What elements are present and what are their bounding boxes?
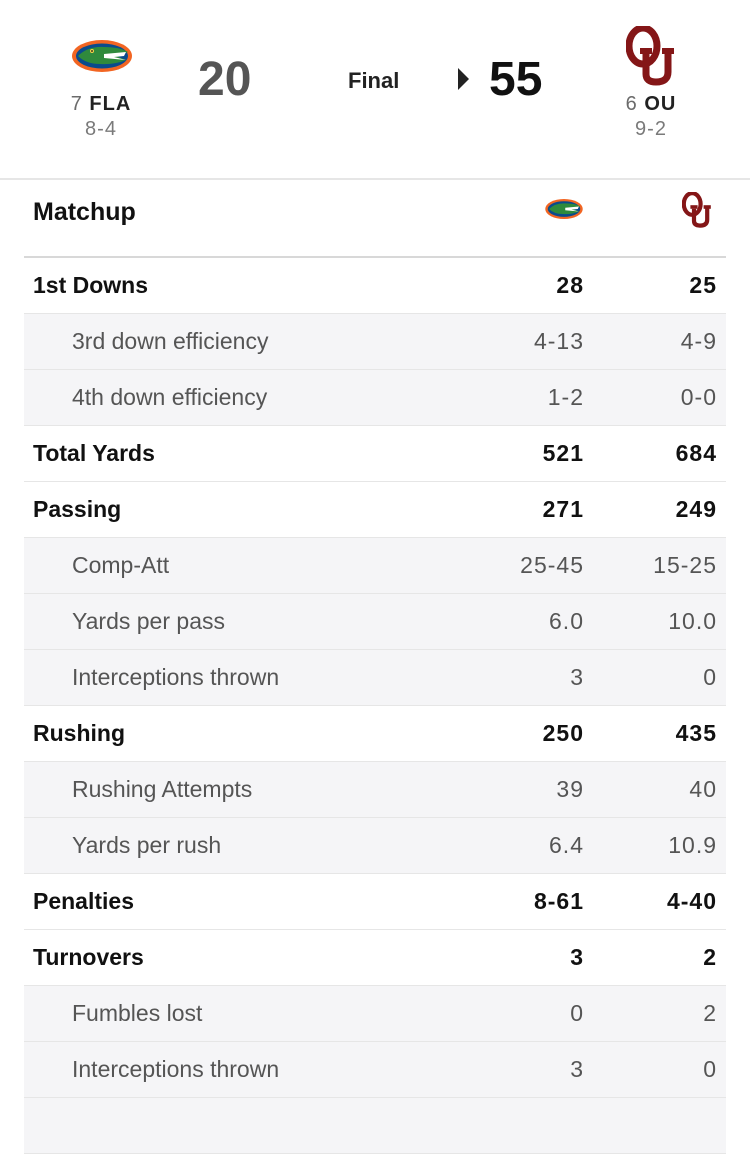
stat-row: 1st Downs 28 25 bbox=[24, 258, 726, 314]
stat-subrow: Yards per rush 6.4 10.9 bbox=[24, 818, 726, 874]
stat-label: Yards per rush bbox=[72, 832, 222, 858]
stat-subrow: Yards per pass 6.0 10.0 bbox=[24, 594, 726, 650]
home-score: 55 bbox=[489, 53, 543, 106]
stat-subrow: Interceptions thrown 3 0 bbox=[24, 650, 726, 706]
stat-label: Fumbles lost bbox=[72, 1000, 203, 1026]
away-stat-value: 28 bbox=[556, 272, 584, 298]
winner-arrow-icon bbox=[458, 68, 469, 90]
away-rank: 7 bbox=[70, 93, 83, 115]
home-stat-value: 0-0 bbox=[680, 384, 717, 410]
stat-label: Interceptions thrown bbox=[72, 1056, 280, 1082]
stat-subrow: Fumbles lost 0 2 bbox=[24, 986, 726, 1042]
away-stat-value: 1-2 bbox=[547, 384, 584, 410]
away-stat-value: 25-45 bbox=[520, 552, 584, 578]
matchup-header: Matchup bbox=[24, 180, 726, 258]
oklahoma-ou-logo-icon[interactable] bbox=[626, 26, 676, 86]
home-stat-value: 684 bbox=[675, 440, 717, 466]
away-stat-value: 271 bbox=[542, 496, 584, 522]
stat-subrow: Rushing Attempts 39 40 bbox=[24, 762, 726, 818]
stat-label: 3rd down efficiency bbox=[72, 328, 269, 354]
away-stat-value: 8-61 bbox=[533, 888, 584, 914]
home-stat-value: 0 bbox=[703, 664, 717, 690]
away-stat-value: 3 bbox=[570, 1056, 584, 1082]
home-stat-value: 15-25 bbox=[653, 552, 717, 578]
away-stat-value: 3 bbox=[570, 944, 584, 970]
stat-label: Penalties bbox=[33, 888, 134, 914]
stat-subrow bbox=[24, 1098, 726, 1154]
home-stat-value: 10.9 bbox=[668, 832, 717, 858]
away-stat-value: 4-13 bbox=[533, 328, 584, 354]
home-stat-value: 2 bbox=[703, 944, 717, 970]
stat-label: Rushing Attempts bbox=[72, 776, 253, 802]
stat-label: Passing bbox=[33, 496, 122, 522]
stat-row: Rushing 250 435 bbox=[24, 706, 726, 762]
home-stat-value: 4-9 bbox=[680, 328, 717, 354]
stat-label: 4th down efficiency bbox=[72, 384, 268, 410]
away-stat-value: 250 bbox=[542, 720, 584, 746]
florida-gator-logo-small-icon bbox=[545, 199, 583, 219]
stat-row: Turnovers 3 2 bbox=[24, 930, 726, 986]
game-header: 7 FLA 8-4 20 Final 55 6 OU 9-2 bbox=[0, 0, 750, 178]
away-team-record: 8-4 bbox=[85, 118, 117, 140]
stat-subrow: Comp-Att 25-45 15-25 bbox=[24, 538, 726, 594]
home-team-rank-name: 6 OU bbox=[591, 93, 711, 116]
stat-subrow: 3rd down efficiency 4-13 4-9 bbox=[24, 314, 726, 370]
stats-table: 1st Downs 28 25 3rd down efficiency 4-13 4-9 4… bbox=[24, 258, 726, 1154]
stat-label: Yards per pass bbox=[72, 608, 225, 634]
stat-row: Passing 271 249 bbox=[24, 482, 726, 538]
home-stat-value: 249 bbox=[675, 496, 717, 522]
stat-label: Interceptions thrown bbox=[72, 664, 280, 690]
away-stat-value: 521 bbox=[542, 440, 584, 466]
oklahoma-ou-logo-small-icon bbox=[682, 192, 711, 228]
home-stat-value: 10.0 bbox=[668, 608, 717, 634]
away-team-abbr[interactable]: FLA bbox=[89, 93, 132, 115]
stat-label: Turnovers bbox=[33, 944, 144, 970]
away-stat-value: 3 bbox=[570, 664, 584, 690]
home-team-abbr[interactable]: OU bbox=[644, 93, 677, 115]
home-stat-value: 2 bbox=[703, 1000, 717, 1026]
stat-row: Total Yards 521 684 bbox=[24, 426, 726, 482]
home-stat-value: 25 bbox=[689, 272, 717, 298]
away-stat-value: 6.0 bbox=[549, 608, 584, 634]
stat-label: Rushing bbox=[33, 720, 125, 746]
home-stat-value: 0 bbox=[703, 1056, 717, 1082]
stat-subrow: Interceptions thrown 3 0 bbox=[24, 1042, 726, 1098]
home-team-record: 9-2 bbox=[635, 118, 667, 140]
home-stat-value: 435 bbox=[675, 720, 717, 746]
home-stat-value: 40 bbox=[689, 776, 717, 802]
matchup-title: Matchup bbox=[33, 198, 136, 226]
away-stat-value: 39 bbox=[556, 776, 584, 802]
stat-label: Comp-Att bbox=[72, 552, 170, 578]
stat-row: Penalties 8-61 4-40 bbox=[24, 874, 726, 930]
matchup-card: Matchup 1st Downs 28 25 3rd down efficiency… bbox=[0, 178, 750, 1154]
away-stat-value: 0 bbox=[570, 1000, 584, 1026]
stat-subrow: 4th down efficiency 1-2 0-0 bbox=[24, 370, 726, 426]
stat-label: Total Yards bbox=[33, 440, 155, 466]
home-rank: 6 bbox=[625, 93, 638, 115]
away-stat-value: 6.4 bbox=[549, 832, 584, 858]
away-score: 20 bbox=[198, 53, 252, 106]
game-status: Final bbox=[348, 68, 400, 93]
away-team-rank-name: 7 FLA bbox=[41, 93, 161, 116]
florida-gator-logo-icon[interactable] bbox=[70, 36, 134, 76]
home-stat-value: 4-40 bbox=[666, 888, 717, 914]
stat-label: 1st Downs bbox=[33, 272, 149, 298]
